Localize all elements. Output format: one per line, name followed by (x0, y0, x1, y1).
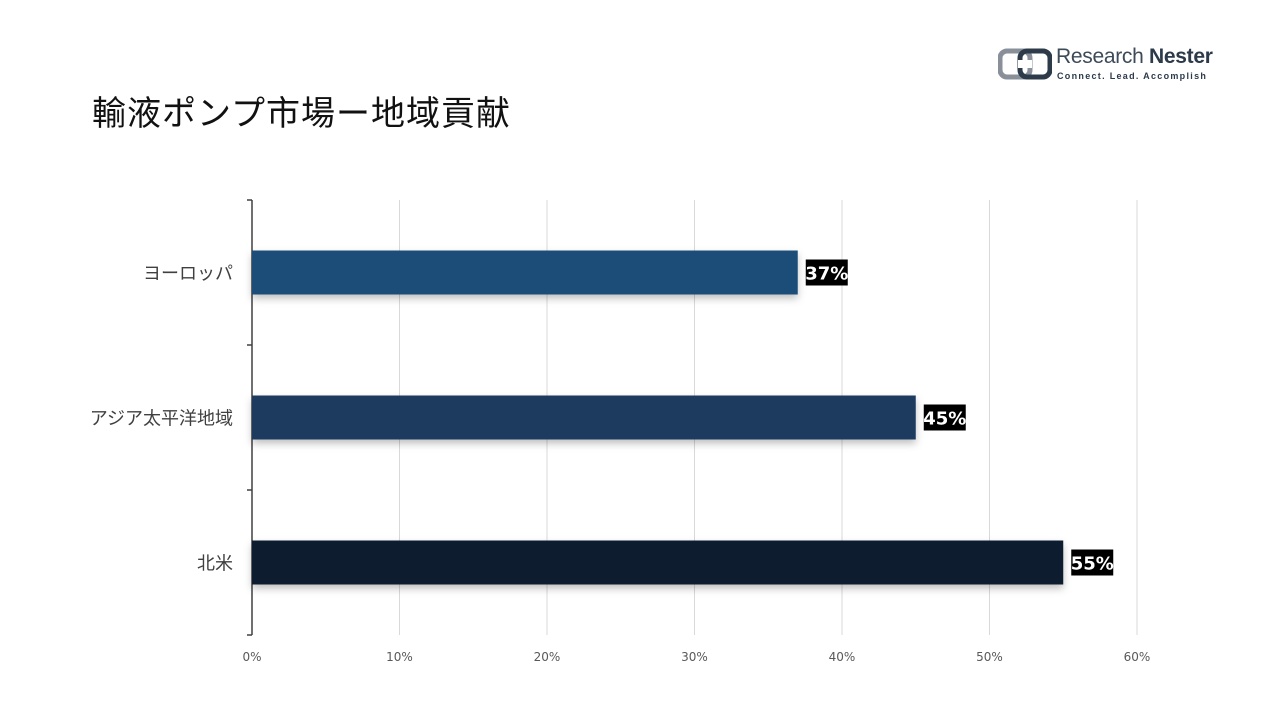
data-label-box (923, 404, 966, 431)
logo-name-bold: Nester (1149, 45, 1213, 68)
logo-name: Research Nester (1056, 45, 1213, 69)
category-label: 北米 (197, 554, 233, 575)
bar (252, 250, 798, 295)
x-tick-label: 0% (242, 650, 261, 664)
logo-name-light: Research (1056, 45, 1144, 68)
data-label: 45% (923, 409, 966, 430)
research-nester-logo: Research Nester Connect. Lead. Accomplis… (998, 45, 1213, 83)
category-label: ヨーロッパ (143, 264, 233, 285)
x-tick-label: 10% (386, 650, 413, 664)
data-label: 55% (1071, 554, 1114, 575)
bars (252, 250, 1064, 585)
page-title: 輸液ポンプ市場ー地域貢献 (92, 94, 511, 134)
x-tick-labels: 0% 10% 20% 30% 40% 50% 60% (242, 650, 1150, 664)
x-tick-label: 40% (829, 650, 856, 664)
x-tick-label: 60% (1124, 650, 1151, 664)
x-tick-label: 20% (534, 650, 561, 664)
data-label: 37% (805, 264, 848, 285)
x-tick-label: 30% (681, 650, 708, 664)
bar (252, 540, 1064, 585)
logo-tagline: Connect. Lead. Accomplish (1057, 71, 1208, 81)
bar (252, 395, 916, 440)
data-label-box (1071, 549, 1114, 576)
x-tick-label: 50% (976, 650, 1003, 664)
data-labels: 37% 45% 55% (805, 259, 1114, 576)
logo-mark-icon (998, 48, 1052, 80)
category-label: アジア太平洋地域 (90, 409, 233, 430)
data-label-box (805, 259, 848, 286)
category-axis (247, 199, 253, 636)
